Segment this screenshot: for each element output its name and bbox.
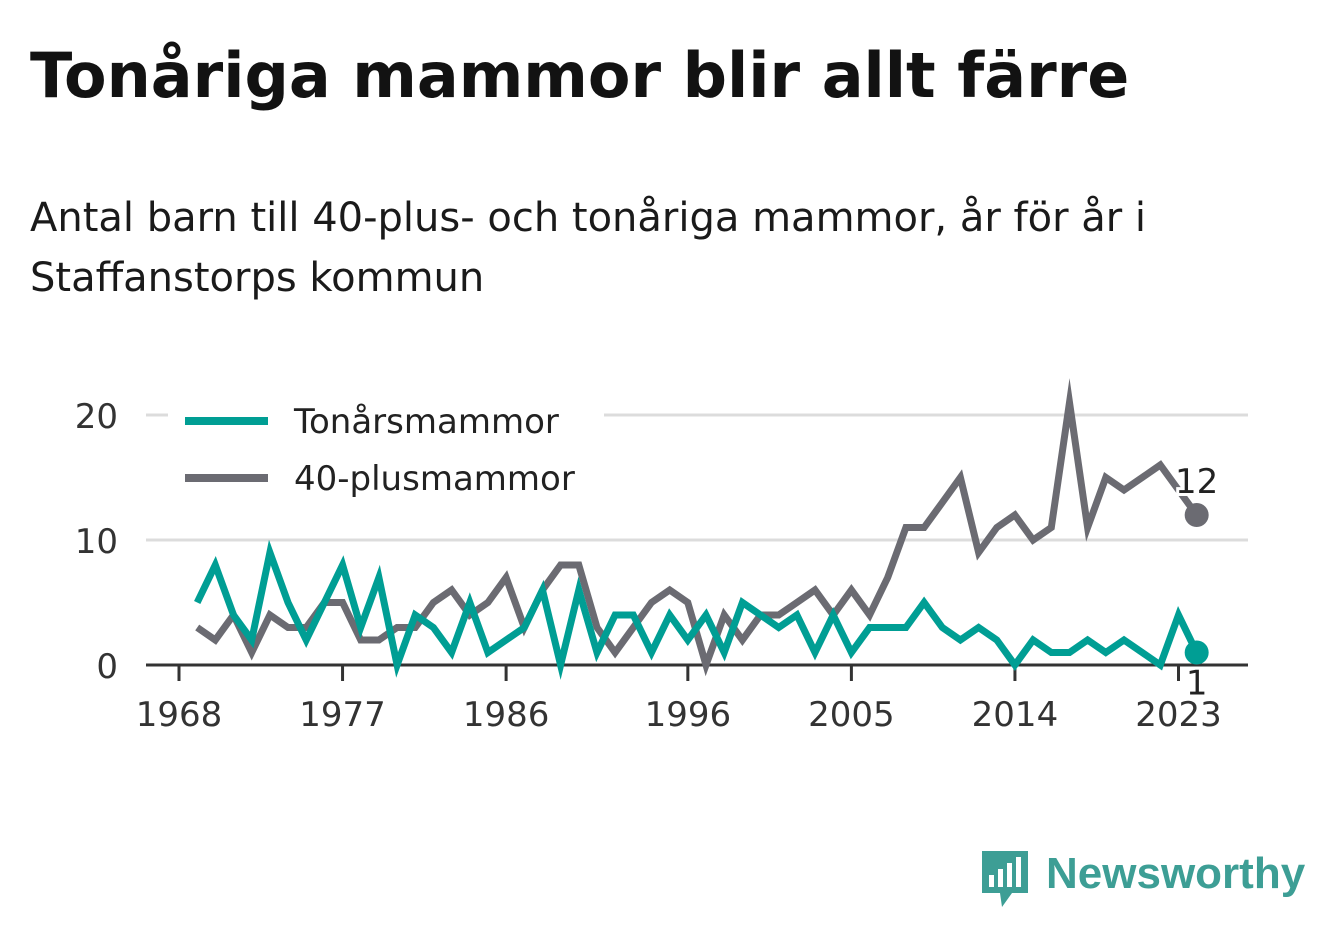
x-tick-label: 1977 bbox=[299, 695, 386, 735]
chart-subtitle: Antal barn till 40-plus- och tonåriga ma… bbox=[30, 195, 1147, 301]
y-tick-label: 0 bbox=[96, 647, 118, 687]
x-tick-label: 2014 bbox=[972, 695, 1059, 735]
legend-label-1: 40-plusmammor bbox=[294, 459, 575, 499]
bar-chart-speech-bubble-icon bbox=[982, 851, 1028, 907]
end-marker-0 bbox=[1184, 640, 1209, 665]
chart-title: Tonåriga mammor blir allt färre bbox=[30, 39, 1130, 112]
y-axis: 0 10 20 bbox=[75, 397, 118, 687]
legend-label-0: Tonårsmammor bbox=[293, 402, 559, 442]
x-tick-label: 2005 bbox=[808, 695, 895, 735]
series-line-0 bbox=[194, 539, 1200, 680]
end-marker-1 bbox=[1184, 503, 1209, 527]
x-tick-label: 1968 bbox=[136, 695, 223, 735]
x-tick-label: 2023 bbox=[1135, 695, 1222, 735]
y-tick-label: 20 bbox=[75, 397, 118, 437]
end-labels: 12 1 bbox=[1172, 459, 1221, 707]
end-label-40-plus: 12 bbox=[1175, 462, 1218, 502]
series-line-1 bbox=[195, 378, 1200, 677]
x-tick-label: 1986 bbox=[463, 695, 550, 735]
y-tick-label: 10 bbox=[75, 522, 118, 562]
x-tick-label: 1996 bbox=[645, 695, 732, 735]
legend-background bbox=[168, 392, 604, 516]
end-label-teen: 1 bbox=[1186, 664, 1208, 704]
newsworthy-logo: Newsworthy bbox=[980, 848, 1305, 912]
legend: Tonårsmammor 40-plusmammor bbox=[168, 392, 604, 516]
x-axis: 1968 1977 1986 1996 2005 2014 2023 bbox=[136, 663, 1248, 735]
series-lines bbox=[194, 378, 1209, 680]
brand-name: Newsworthy bbox=[1046, 849, 1306, 898]
